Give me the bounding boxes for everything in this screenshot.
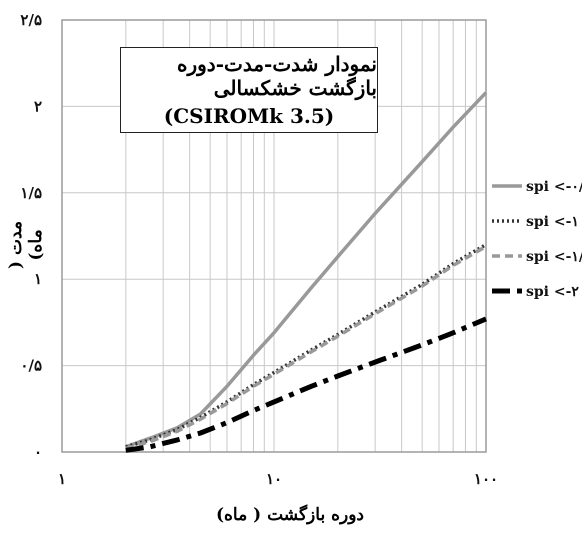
x-tick-label: ۱۰۰ [474,470,498,488]
y-tick-label: ۲/۵ [20,11,42,29]
y-tick-labels: ۰ ۰/۵ ۱ ۱/۵ ۲ ۲/۵ [20,11,42,461]
y-tick-label: ۱ [34,270,42,288]
x-axis-label: دوره بازگشت ( ماه) [215,505,364,525]
legend: spi <-۰/۵ spi <-۱ spi <-۱/۵ spi <-۲ [492,179,582,300]
legend-label-3: spi <-۱/۵ [526,249,582,265]
series-line-4 [125,316,487,453]
chart-subtitle: (CSIROMk 3.5) [163,104,335,128]
chart-title-box: نمودار شدت-مدت-دوره بازگشت خشکسالی (CSIR… [120,47,378,133]
series-lines [125,91,488,453]
y-axis-label: مدت ( ماه) [6,221,46,269]
x-tick-labels: ۱ ۱۰ ۱۰۰ [58,470,498,488]
y-tick-label: ۲ [34,97,42,115]
x-tick-label: ۱ [58,470,66,488]
legend-label-4: spi <-۲ [526,284,579,300]
legend-label-1: spi <-۰/۵ [526,179,582,195]
y-tick-label: ۰/۵ [20,357,42,375]
plot-frame [61,19,487,453]
y-tick-label: ۱/۵ [20,184,42,202]
series-line-3 [125,244,487,451]
y-tick-label: ۰ [34,443,42,461]
series-line-2 [125,243,487,449]
x-tick-label: ۱۰ [266,470,282,488]
legend-label-2: spi <-۱ [526,214,579,230]
series-line-1 [125,91,488,449]
chart-title: نمودار شدت-مدت-دوره بازگشت خشکسالی [177,52,377,100]
